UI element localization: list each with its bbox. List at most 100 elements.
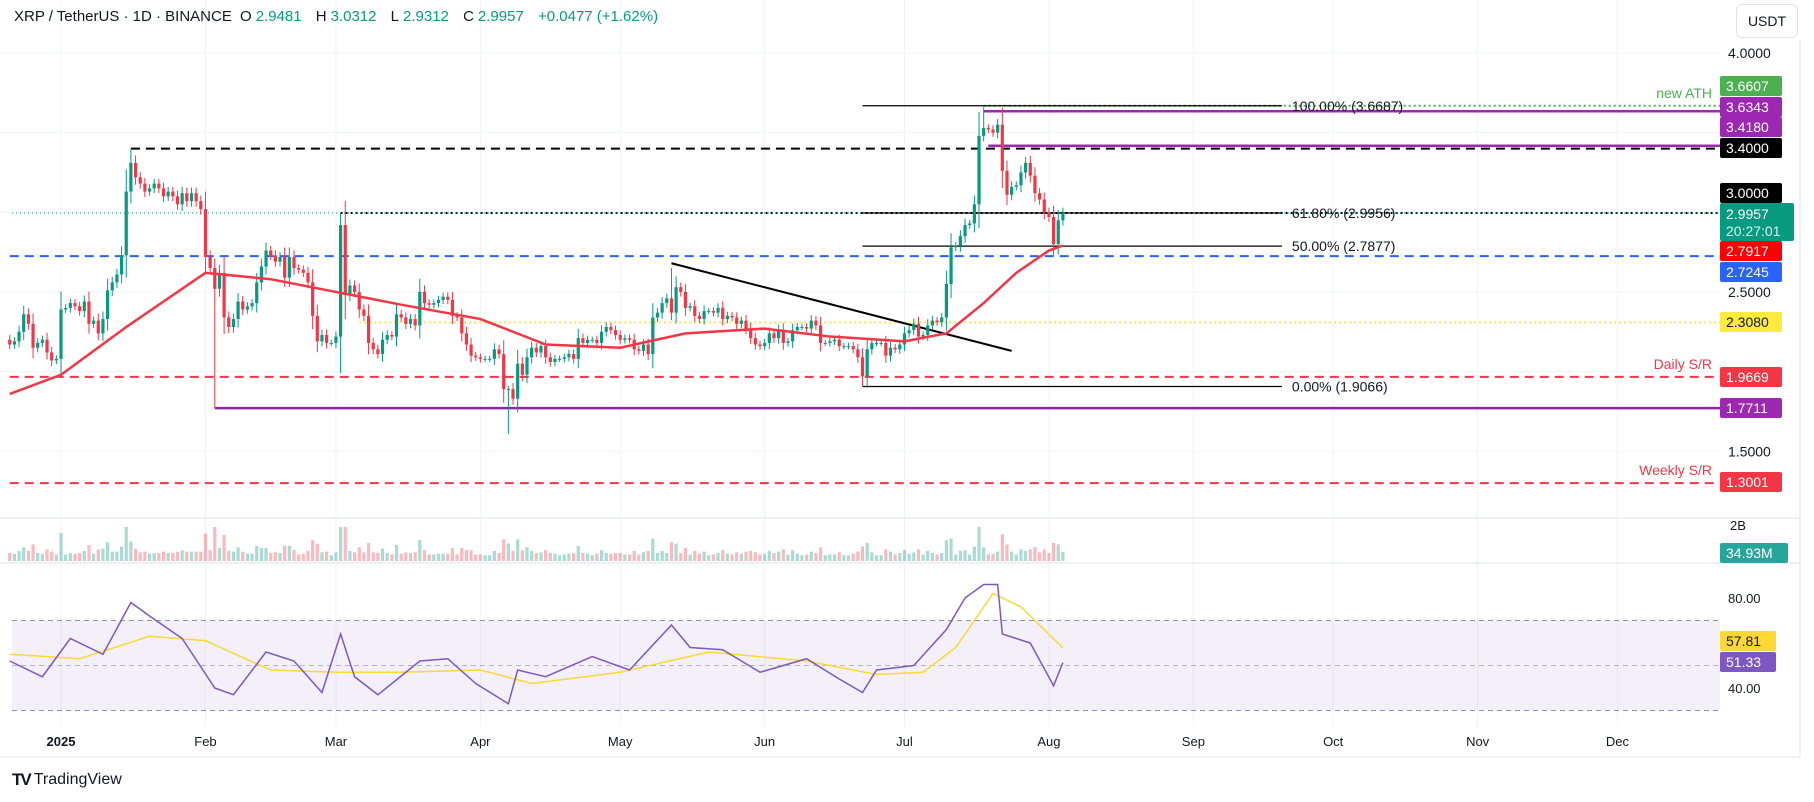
candle-body xyxy=(180,193,184,205)
volume-bar xyxy=(683,548,688,561)
candle xyxy=(292,250,296,275)
currency-button[interactable]: USDT xyxy=(1736,4,1798,38)
candle-body xyxy=(245,306,249,310)
candle-body xyxy=(921,334,925,337)
candle-body xyxy=(572,354,576,359)
price-axis-label: 2.5000 xyxy=(1728,284,1771,300)
price-axis-label: 1.5000 xyxy=(1728,443,1771,459)
candle-body xyxy=(613,330,618,335)
candle-body xyxy=(432,303,436,305)
candle xyxy=(1028,155,1032,183)
time-axis-label: 2025 xyxy=(47,734,76,749)
candle xyxy=(68,298,72,313)
candle-body xyxy=(217,272,222,289)
volume-bar xyxy=(870,552,874,561)
volume-bar xyxy=(702,551,706,561)
volume-bar xyxy=(818,547,823,561)
candle-body xyxy=(693,306,697,316)
volume-bar xyxy=(856,551,860,561)
candle xyxy=(12,337,16,349)
candle-body xyxy=(1056,220,1060,245)
candle-body xyxy=(888,347,893,356)
volume-bar xyxy=(1005,544,1009,561)
candle-body xyxy=(469,344,473,356)
candle-body xyxy=(711,311,715,313)
last-price-badge-bg xyxy=(1720,203,1794,241)
bar-countdown: 20:27:01 xyxy=(1726,223,1781,239)
candle xyxy=(133,155,138,185)
candle-body xyxy=(940,317,944,323)
candle xyxy=(730,312,734,322)
volume-bar xyxy=(185,551,189,561)
candle xyxy=(1047,207,1051,222)
time-axis-label: Nov xyxy=(1466,734,1490,749)
candle xyxy=(553,354,557,367)
volume-bar xyxy=(940,553,944,561)
volume-bar xyxy=(339,527,343,561)
candle xyxy=(711,307,715,317)
candle xyxy=(697,311,702,324)
candle-body xyxy=(124,191,128,256)
volume-bar xyxy=(36,553,40,561)
volume-bar xyxy=(371,552,375,561)
candle-body xyxy=(54,358,58,361)
volume-bar xyxy=(958,550,962,561)
candle-body xyxy=(902,333,907,345)
price-badge: 2.3080 xyxy=(1726,314,1769,330)
candle xyxy=(502,340,506,403)
price-badge: 3.6343 xyxy=(1726,99,1769,115)
price-badge: 3.6607 xyxy=(1726,78,1769,94)
volume-bar xyxy=(199,551,203,561)
volume-bar xyxy=(502,539,506,561)
volume-bar xyxy=(31,544,35,561)
candle xyxy=(492,343,496,365)
candle xyxy=(441,292,445,305)
volume-bar xyxy=(40,553,44,561)
candle xyxy=(348,279,352,302)
volume-bar xyxy=(679,553,683,561)
rsi-ma-value-badge-bg xyxy=(1720,631,1776,651)
candle-body xyxy=(828,341,832,343)
candle-body xyxy=(492,349,496,359)
volume-bar xyxy=(828,554,832,561)
candle xyxy=(744,315,748,335)
tradingview-logo[interactable]: TV TradingView xyxy=(12,770,122,790)
volume-bar xyxy=(530,550,534,561)
volume-bar xyxy=(599,550,604,561)
price-badge-bg xyxy=(1720,241,1782,261)
candle-body xyxy=(674,287,678,313)
volume-bar xyxy=(669,542,674,561)
volume-bar xyxy=(171,553,175,561)
volume-bar xyxy=(227,550,231,561)
candle xyxy=(907,326,911,338)
candle-body xyxy=(516,363,520,399)
volume-bar xyxy=(483,555,487,561)
candle-body xyxy=(655,312,660,318)
candle-body xyxy=(669,298,674,313)
volume-bar xyxy=(408,553,413,561)
volume-bar xyxy=(520,550,524,561)
candle-body xyxy=(483,358,487,360)
candle-body xyxy=(725,315,729,320)
volume-bar xyxy=(791,550,795,561)
trendline xyxy=(671,262,1012,352)
volume-bar xyxy=(203,533,208,561)
candle xyxy=(534,343,538,358)
candle xyxy=(856,343,860,363)
price-badge-bg xyxy=(1720,97,1782,117)
volume-bar xyxy=(385,553,389,561)
candle xyxy=(805,323,809,333)
candle-body xyxy=(996,124,1000,133)
candle xyxy=(1000,107,1004,188)
time-axis-label: Jul xyxy=(896,734,913,749)
candle-body xyxy=(781,330,785,343)
volume-bar xyxy=(772,553,776,561)
volume-bar xyxy=(455,554,459,561)
candle xyxy=(944,270,948,331)
volume-bar xyxy=(777,551,781,561)
symbol-title[interactable]: XRP / TetherUS · 1D · BINANCE xyxy=(14,8,232,25)
volume-bar xyxy=(217,548,222,561)
candle xyxy=(525,348,529,384)
volume-bar xyxy=(22,547,26,561)
